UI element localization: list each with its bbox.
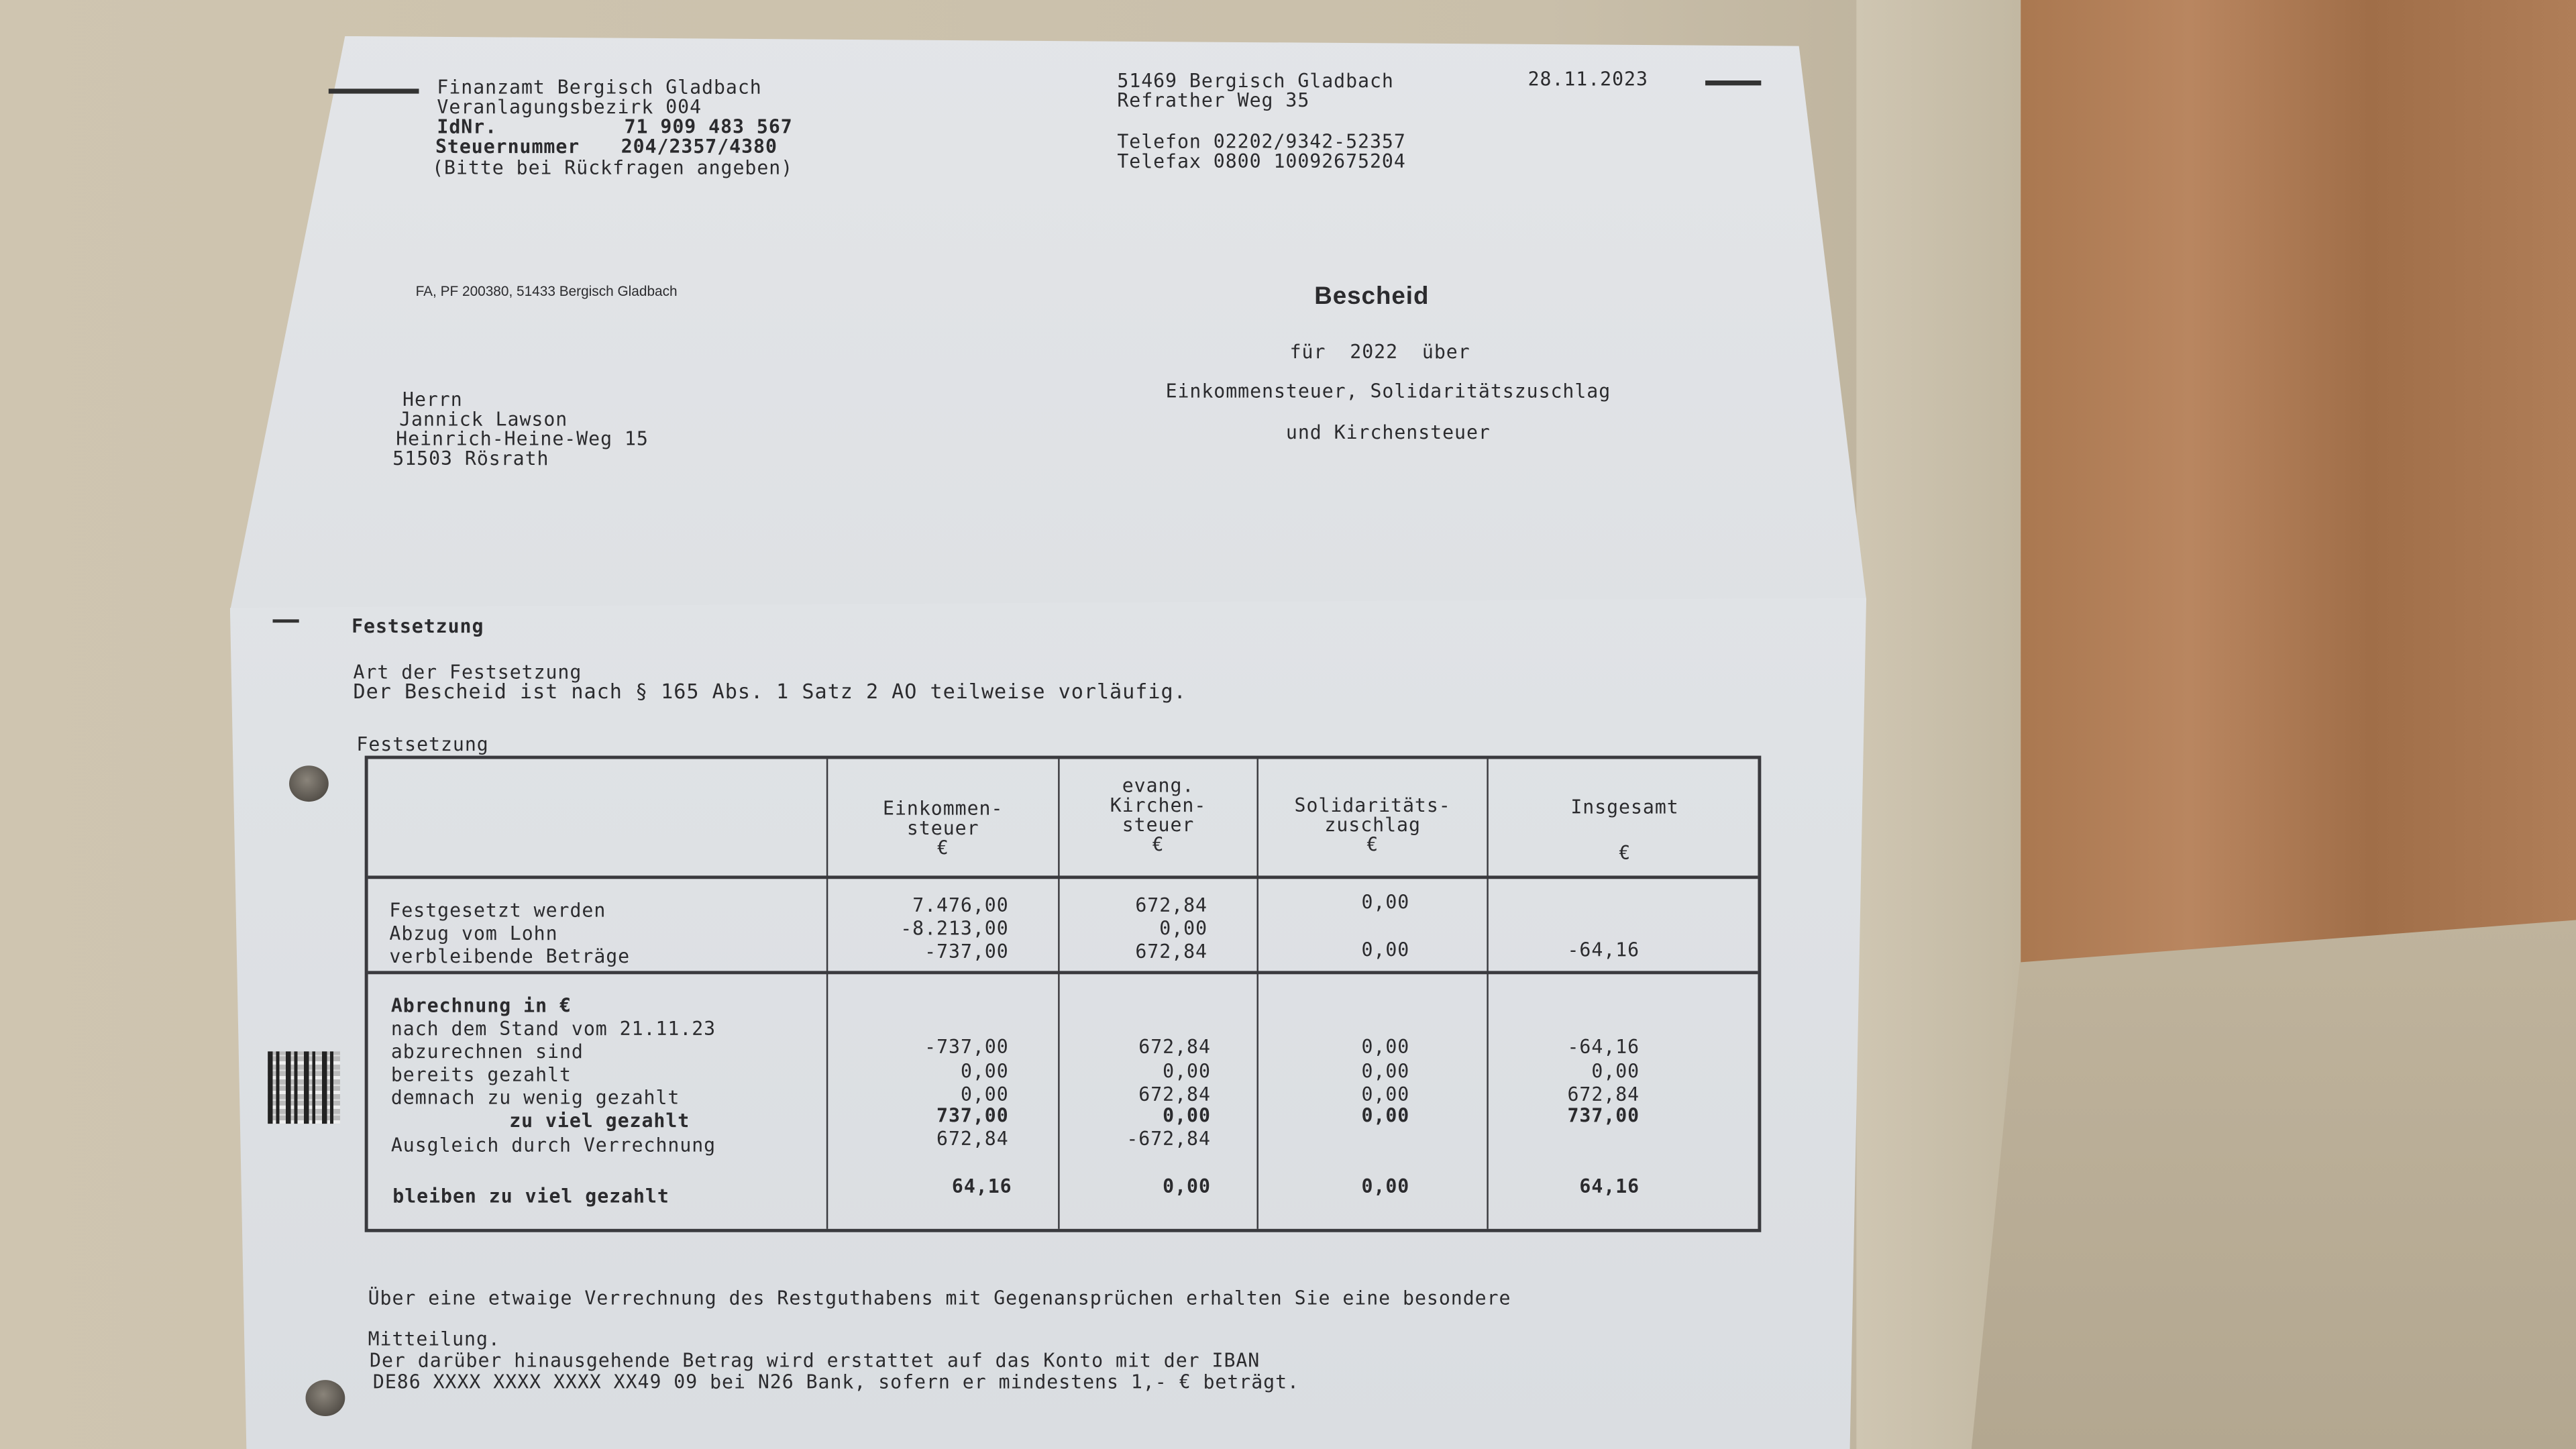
assessment-type-label: Art der Festsetzung (353, 660, 582, 684)
header-kirchensteuer: evang. Kirchen- steuer € (1110, 773, 1207, 856)
final-kirchensteuer: 0,00 (1163, 1175, 1211, 1198)
block1-kirchensteuer: 672,84 0,00 672,84 (1135, 894, 1208, 963)
offset-einkommensteuer: 672,84 (936, 1127, 1009, 1150)
table-title: Festsetzung (356, 733, 489, 756)
return-address: FA, PF 200380, 51433 Bergisch Gladbach (415, 282, 678, 299)
footer-line3: Der darüber hinausgehende Betrag wird er… (370, 1348, 1260, 1372)
assessment-table: Einkommen- steuer € evang. Kirchen- steu… (364, 755, 1762, 1232)
overpaid-soli: 0,00 (1361, 1104, 1410, 1128)
column-divider (1487, 759, 1489, 1229)
final-insgesamt: 64,16 (1579, 1175, 1640, 1198)
block1-einkommensteuer: 7.476,00 -8.213,00 -737,00 (900, 894, 1009, 963)
overpaid-kirchensteuer: 0,00 (1163, 1104, 1211, 1128)
office-street: Refrather Weg 35 (1117, 89, 1310, 112)
punch-hole (305, 1380, 345, 1417)
row-divider (368, 971, 1758, 975)
block2-offset-label: Ausgleich durch Verrechnung (390, 1133, 716, 1157)
sender-note: (Bitte bei Rückfragen angeben) (432, 156, 794, 179)
assessment-type-text: Der Bescheid ist nach § 165 Abs. 1 Satz … (353, 680, 1187, 704)
couch-fabric (1856, 0, 2021, 1449)
cushion (1971, 920, 2576, 1449)
punch-hole (289, 765, 329, 802)
document-title: Bescheid (1314, 282, 1430, 311)
sender-office: Finanzamt Bergisch Gladbach (437, 75, 762, 99)
taxnr-value: 204/2357/4380 (621, 134, 777, 158)
recipient-name: Jannick Lawson (399, 407, 568, 431)
fold-mark (1705, 80, 1762, 86)
section-title: Festsetzung (352, 614, 484, 638)
sender-district: Veranlagungsbezirk 004 (437, 95, 702, 119)
header-einkommensteuer: Einkommen- steuer € (883, 796, 1004, 859)
document-date: 28.11.2023 (1527, 67, 1648, 91)
column-divider (826, 759, 829, 1229)
header-insgesamt: Insgesamt € (1570, 795, 1679, 865)
fold-mark (328, 89, 419, 94)
column-divider (1058, 759, 1061, 1229)
office-fax: Telefax 0800 10092675204 (1117, 149, 1406, 173)
recipient-salutation: Herrn (402, 387, 463, 411)
offset-kirchensteuer: -672,84 (1126, 1127, 1211, 1150)
block2-labels: nach dem Stand vom 21.11.23 abzurechnen … (390, 1016, 716, 1110)
office-phone: Telefon 02202/9342-52357 (1117, 129, 1406, 153)
row-divider (368, 875, 1758, 879)
footer-line2: Mitteilung. (368, 1327, 500, 1351)
recipient-street: Heinrich-Heine-Weg 15 (396, 427, 649, 451)
final-label: bleiben zu viel gezahlt (392, 1184, 669, 1208)
block1-insgesamt: -64,16 (1567, 938, 1640, 961)
fold-mark (272, 619, 299, 623)
block1-labels: Festgesetzt werden Abzug vom Lohn verble… (389, 898, 631, 968)
office-city: 51469 Bergisch Gladbach (1117, 68, 1394, 93)
datamatrix-code (268, 1051, 340, 1124)
overpaid-einkommensteuer: 737,00 (936, 1104, 1009, 1128)
heading-line2: Einkommensteuer, Solidaritätszuschlag (1165, 379, 1611, 403)
header-solidaritaetszuschlag: Solidaritäts- zuschlag € (1294, 793, 1451, 856)
block2-bold-label: zu viel gezahlt (509, 1109, 690, 1132)
block2-heading: Abrechnung in € (390, 994, 572, 1017)
block2-insgesamt: -64,16 0,00 672,84 (1567, 1034, 1640, 1106)
footer-line1: Über eine etwaige Verrechnung des Restgu… (368, 1286, 1511, 1309)
idnr-label: IdNr. (437, 115, 498, 138)
final-soli: 0,00 (1361, 1175, 1410, 1198)
taxnr-label: Steuernummer (435, 134, 580, 158)
heading-line1: für 2022 über (1289, 339, 1470, 364)
final-einkommensteuer: 64,16 (951, 1175, 1012, 1198)
block1-soli: 0,00 0,00 (1361, 890, 1410, 961)
overpaid-insgesamt: 737,00 (1567, 1104, 1640, 1128)
heading-line3: und Kirchensteuer (1285, 420, 1491, 444)
block2-einkommensteuer: -737,00 0,00 0,00 (924, 1034, 1009, 1106)
recipient-city: 51503 Rösrath (392, 447, 549, 470)
block2-soli: 0,00 0,00 0,00 (1361, 1034, 1410, 1106)
column-divider (1256, 759, 1259, 1229)
block2-kirchensteuer: 672,84 0,00 672,84 (1138, 1034, 1211, 1106)
footer-iban-line: DE86 XXXX XXXX XXXX XX49 09 bei N26 Bank… (372, 1370, 1299, 1393)
idnr-value: 71 909 483 567 (624, 115, 793, 138)
